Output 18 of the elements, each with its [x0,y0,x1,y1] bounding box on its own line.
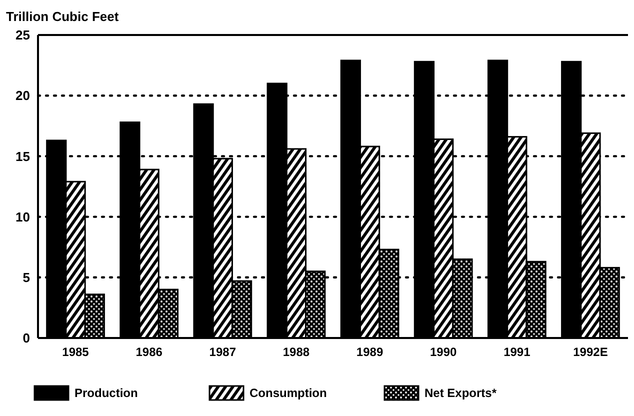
y-axis-title: Trillion Cubic Feet [6,9,120,24]
x-tick-label: 1991 [504,345,531,359]
y-tick-label: 10 [16,209,30,224]
x-tick-label: 1985 [62,345,90,359]
legend-label: Consumption [250,386,327,400]
x-tick-label: 1986 [136,345,163,359]
y-tick-label: 15 [16,148,30,164]
y-tick-label: 5 [22,270,30,285]
y-tick-label: 0 [22,330,30,346]
x-tick-label: 1992E [573,345,608,359]
legend-label: Production [74,386,138,400]
y-tick-label: 20 [16,88,30,104]
x-tick-label: 1989 [356,345,384,359]
y-tick-label: 25 [16,28,30,43]
x-tick-label: 1987 [209,345,236,359]
x-tick-label: 1988 [282,345,310,359]
legend-label: Net Exports* [424,386,497,400]
x-tick-label: 1990 [430,345,458,359]
